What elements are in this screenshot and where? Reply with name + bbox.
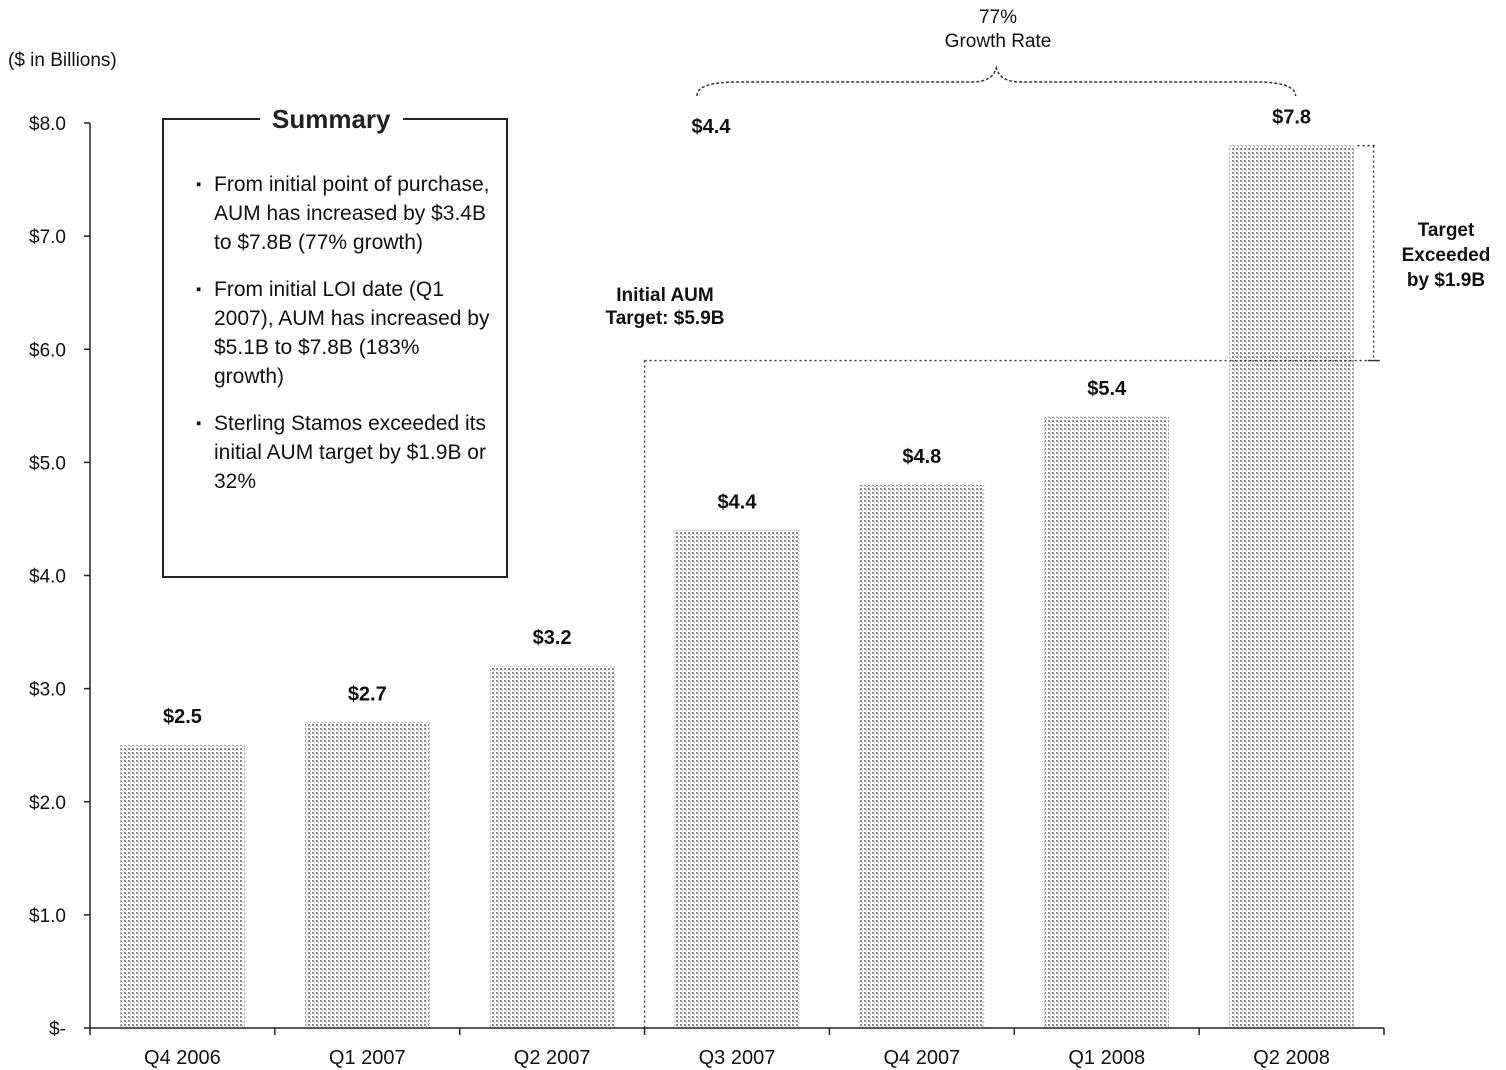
bar bbox=[120, 744, 245, 1029]
summary-bullet: ▪ From initial point of purchase, AUM has… bbox=[192, 170, 492, 257]
target-exceeded-annotation: Target Exceeded by $1.9B bbox=[1401, 220, 1491, 291]
bar bbox=[304, 722, 430, 1029]
y-tick-label: $5.0 bbox=[29, 453, 66, 474]
growth-annotation: 77% Growth Rate bbox=[944, 7, 1052, 52]
bullet-icon: ▪ bbox=[196, 281, 202, 298]
bullet-icon: ▪ bbox=[196, 415, 202, 432]
summary-bullet: ▪ From initial LOI date (Q1 2007), AUM ha… bbox=[192, 275, 492, 391]
bar bbox=[674, 529, 800, 1029]
growth-start-value: $4.4 bbox=[691, 116, 731, 138]
data-label: $5.4 bbox=[1087, 378, 1127, 400]
bar-series bbox=[120, 145, 1354, 1029]
y-tick-label: $2.0 bbox=[29, 793, 66, 814]
summary-list: ▪ From initial point of purchase, AUM has… bbox=[192, 170, 492, 514]
y-tick-label: $3.0 bbox=[29, 680, 66, 701]
bullet-icon: ▪ bbox=[196, 176, 202, 193]
data-label: $3.2 bbox=[533, 627, 572, 649]
bar bbox=[489, 665, 615, 1029]
data-label: $7.8 bbox=[1272, 107, 1311, 129]
data-labels: $2.5 $2.7 $3.2 $4.4 $4.8 $5.4 $7.8 bbox=[163, 107, 1311, 729]
y-tick-label: $6.0 bbox=[29, 340, 66, 361]
x-tick-label: Q3 2007 bbox=[699, 1047, 776, 1069]
target-annotation: Initial AUM Target: $5.9B bbox=[605, 285, 725, 329]
summary-bullet: ▪ Sterling Stamos exceeded its initial AU… bbox=[192, 409, 492, 496]
y-tick-label: $8.0 bbox=[29, 114, 66, 135]
y-tick-label: $4.0 bbox=[29, 567, 66, 588]
x-tick-label: Q4 2007 bbox=[883, 1047, 960, 1069]
summary-title: Summary bbox=[260, 104, 403, 135]
x-tick-label: Q4 2006 bbox=[144, 1047, 221, 1069]
x-tick-label: Q1 2008 bbox=[1068, 1047, 1145, 1069]
data-label: $4.8 bbox=[902, 446, 941, 468]
data-label: $2.7 bbox=[348, 684, 387, 706]
y-tick-label: $7.0 bbox=[29, 227, 66, 248]
x-axis: Q4 2006 Q1 2007 Q2 2007 Q3 2007 Q4 2007 Q1 20… bbox=[89, 1027, 1385, 1069]
bar bbox=[1044, 416, 1170, 1029]
y-axis: $- $1.0 $2.0 $3.0 $4.0 $5.0 $6.0 $7.0 $8.0 bbox=[29, 114, 91, 1040]
y-tick-label: $- bbox=[49, 1019, 66, 1040]
x-tick-label: Q2 2008 bbox=[1253, 1047, 1330, 1069]
data-label: $2.5 bbox=[163, 706, 202, 728]
y-tick-label: $1.0 bbox=[29, 906, 66, 927]
unit-label: ($ in Billions) bbox=[8, 50, 117, 71]
annotation-lines bbox=[643, 65, 1380, 1028]
x-tick-label: Q1 2007 bbox=[329, 1047, 406, 1069]
bar bbox=[859, 484, 985, 1029]
x-tick-label: Q2 2007 bbox=[514, 1047, 591, 1069]
growth-brace bbox=[696, 65, 1297, 97]
summary-box: Summary ▪ From initial point of purchase,… bbox=[162, 104, 508, 578]
data-label: $4.4 bbox=[718, 491, 758, 513]
bar bbox=[1229, 145, 1354, 1029]
